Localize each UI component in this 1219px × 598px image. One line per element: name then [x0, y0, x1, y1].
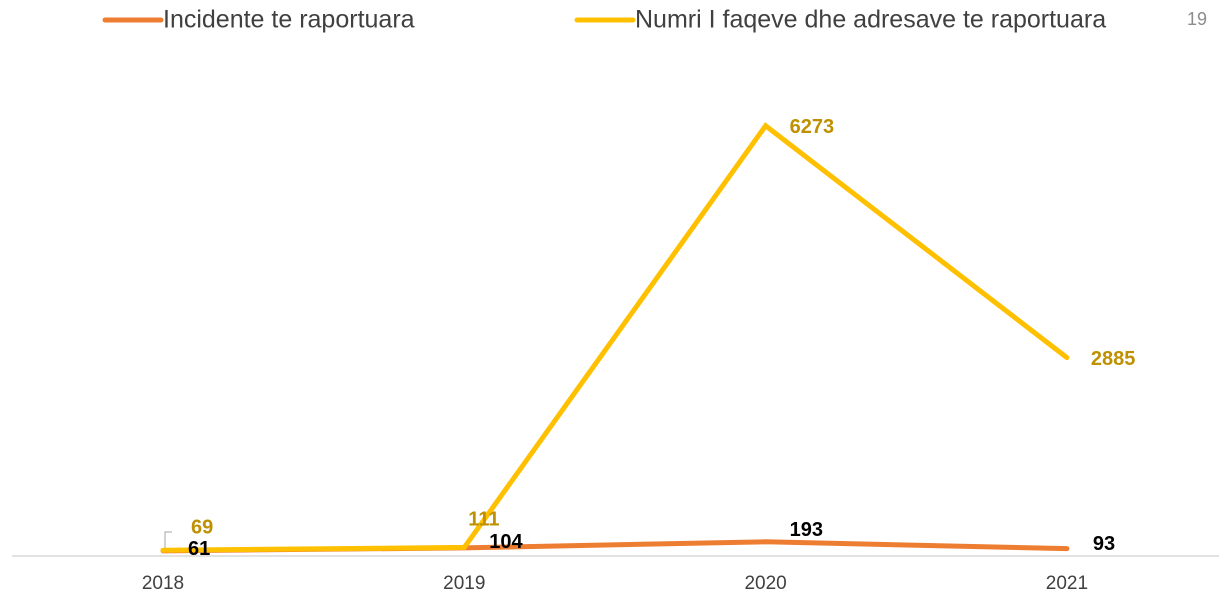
- data-label: 93: [1093, 533, 1115, 555]
- data-label: 104: [489, 531, 523, 553]
- data-label: 6273: [790, 116, 835, 138]
- data-label: 2885: [1091, 348, 1136, 370]
- page-number: 19: [1187, 9, 1207, 29]
- data-label: 111: [468, 509, 499, 531]
- x-tick-label: 2019: [443, 573, 485, 594]
- data-label: 61: [188, 538, 210, 560]
- series-line: [160, 122, 1070, 553]
- leader-line: [164, 531, 172, 550]
- legend-label: Numri I faqeve dhe adresave te raportuar…: [635, 6, 1106, 34]
- legend-label: Incidente te raportuara: [163, 6, 415, 34]
- data-label: 69: [191, 517, 213, 539]
- x-tick-label: 2020: [744, 573, 786, 594]
- data-label: 193: [790, 519, 823, 541]
- x-tick-label: 2018: [142, 573, 184, 594]
- x-tick-label: 2021: [1046, 573, 1088, 594]
